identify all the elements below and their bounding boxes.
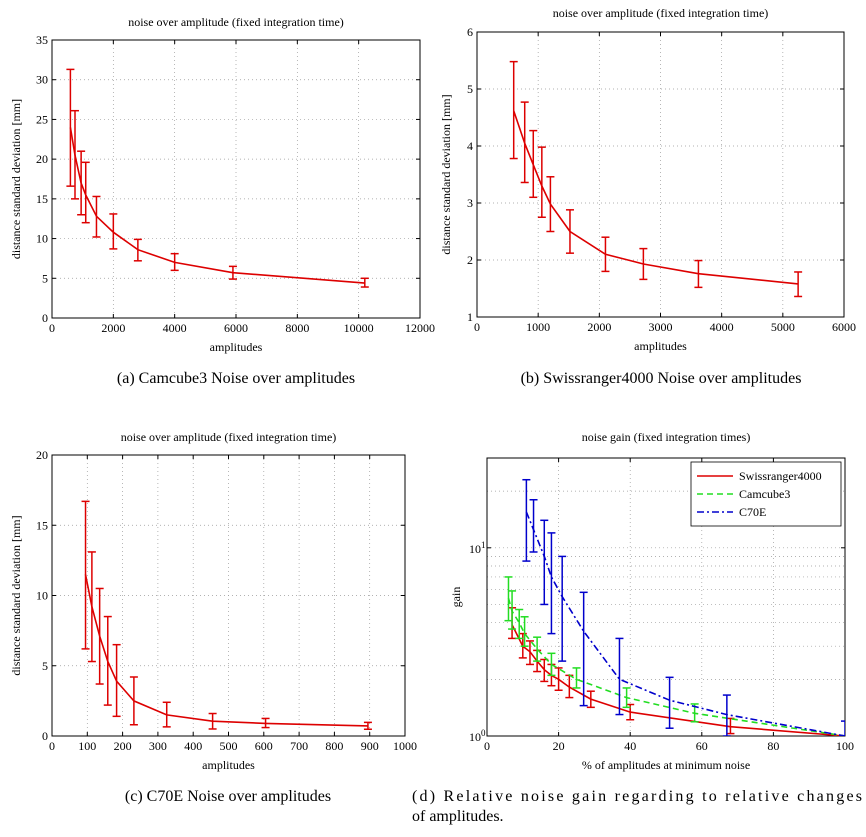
y-tick-label: 10 (36, 232, 48, 246)
y-tick-label: 3 (467, 196, 473, 210)
x-tick-label: 0 (474, 320, 480, 334)
series-line-main (69, 127, 365, 284)
y-axis-label: distance standard deviation [mm] (439, 94, 453, 254)
series-group (509, 60, 803, 298)
x-tick-label: 200 (114, 739, 132, 753)
y-tick-label: 5 (467, 82, 473, 96)
x-tick-label: 100 (78, 739, 96, 753)
x-axis-label: % of amplitudes at minimum noise (582, 758, 750, 772)
y-tick-exponent: 1 (481, 540, 486, 550)
y-tick-label: 6 (467, 25, 473, 39)
chart-title: noise over amplitude (fixed integration … (128, 15, 344, 29)
series-line-main (512, 110, 799, 285)
y-tick-label: 5 (42, 271, 48, 285)
x-tick-label: 400 (184, 739, 202, 753)
series-line-camcube3 (507, 597, 845, 736)
x-tick-label: 8000 (285, 321, 309, 335)
x-tick-label: 6000 (224, 321, 248, 335)
y-tick-label: 100 (469, 728, 486, 744)
series-line-c70e (525, 511, 845, 736)
chart-title: noise gain (fixed integration times) (582, 430, 751, 444)
legend-label: Camcube3 (739, 487, 790, 501)
y-tick-base: 10 (469, 542, 481, 556)
x-tick-label: 2000 (587, 320, 611, 334)
y-tick-label: 1 (467, 310, 473, 324)
x-tick-label: 5000 (771, 320, 795, 334)
x-tick-label: 300 (149, 739, 167, 753)
chart-panel-1: 0 2000 4000 6000 8000 10000 12000 0 5 10 15 20 25 30 3… (9, 15, 435, 387)
y-tick-exponent: 0 (481, 728, 486, 738)
legend-box (690, 461, 842, 527)
series-group (66, 68, 369, 288)
x-tick-label: 4000 (163, 321, 187, 335)
plot-area (52, 40, 420, 318)
y-tick-label: 25 (36, 112, 48, 126)
legend-label: Swissranger4000 (739, 469, 822, 483)
x-tick-label: 0 (484, 739, 490, 753)
caption: (d) Relative noise gain regarding to rel… (412, 788, 862, 825)
caption: (b) Swissranger4000 Noise over amplitude… (521, 370, 802, 387)
x-tick-label: 500 (220, 739, 238, 753)
x-tick-label: 2000 (101, 321, 125, 335)
x-tick-label: 3000 (649, 320, 673, 334)
x-tick-label: 100 (836, 739, 854, 753)
y-tick-label: 0 (42, 729, 48, 743)
x-tick-label: 800 (325, 739, 343, 753)
x-tick-label: 900 (361, 739, 379, 753)
y-tick-label: 10 (36, 589, 48, 603)
x-tick-label: 80 (767, 739, 779, 753)
chart-panel-2: 0 1000 2000 3000 4000 5000 6000 1 2 3 4 5 6 noise ove… (439, 6, 856, 387)
series-line-main (84, 574, 368, 727)
caption: (c) C70E Noise over amplitudes (125, 788, 331, 805)
x-axis-label: amplitudes (634, 339, 687, 353)
caption: (a) Camcube3 Noise over amplitudes (117, 370, 355, 387)
x-tick-label: 0 (49, 321, 55, 335)
y-tick-label: 15 (36, 518, 48, 532)
y-axis-label: gain (449, 587, 463, 608)
y-axis-label: distance standard deviation [mm] (9, 99, 23, 259)
x-tick-label: 700 (290, 739, 308, 753)
chart-title: noise over amplitude (fixed integration … (121, 430, 337, 444)
y-tick-label: 20 (36, 448, 48, 462)
x-axis-label: amplitudes (202, 758, 255, 772)
x-tick-label: 6000 (832, 320, 856, 334)
x-tick-label: 40 (624, 739, 636, 753)
y-axis-label: distance standard deviation [mm] (9, 515, 23, 675)
y-tick-label: 30 (36, 73, 48, 87)
y-tick-base: 10 (469, 730, 481, 744)
x-tick-label: 1000 (526, 320, 550, 334)
x-tick-label: 60 (696, 739, 708, 753)
x-tick-label: 12000 (405, 321, 435, 335)
y-tick-label: 2 (467, 253, 473, 267)
series-group (81, 500, 372, 731)
y-tick-label: 20 (36, 152, 48, 166)
y-tick-label: 0 (42, 311, 48, 325)
y-tick-label: 4 (467, 139, 473, 153)
x-tick-label: 0 (49, 739, 55, 753)
legend-label: C70E (739, 505, 766, 519)
series-group (504, 478, 845, 736)
x-tick-label: 600 (255, 739, 273, 753)
x-tick-label: 1000 (393, 739, 417, 753)
legend: Swissranger4000 Camcube3 C70E (690, 461, 842, 527)
y-tick-label: 101 (469, 540, 486, 556)
x-tick-label: 10000 (344, 321, 374, 335)
series-line-swissranger4000 (511, 624, 845, 736)
y-tick-label: 35 (36, 33, 48, 47)
plot-frame (486, 457, 846, 737)
x-tick-label: 20 (553, 739, 565, 753)
chart-panel-3: 0 100 200 300 400 500 600 700 800 900 1000 0 5 10 15 20… (9, 430, 417, 805)
y-tick-label: 5 (42, 659, 48, 673)
x-tick-label: 4000 (710, 320, 734, 334)
x-axis-label: amplitudes (210, 340, 263, 354)
plot-area (477, 32, 844, 317)
chart-title: noise over amplitude (fixed integration … (553, 6, 769, 20)
y-tick-label: 15 (36, 192, 48, 206)
